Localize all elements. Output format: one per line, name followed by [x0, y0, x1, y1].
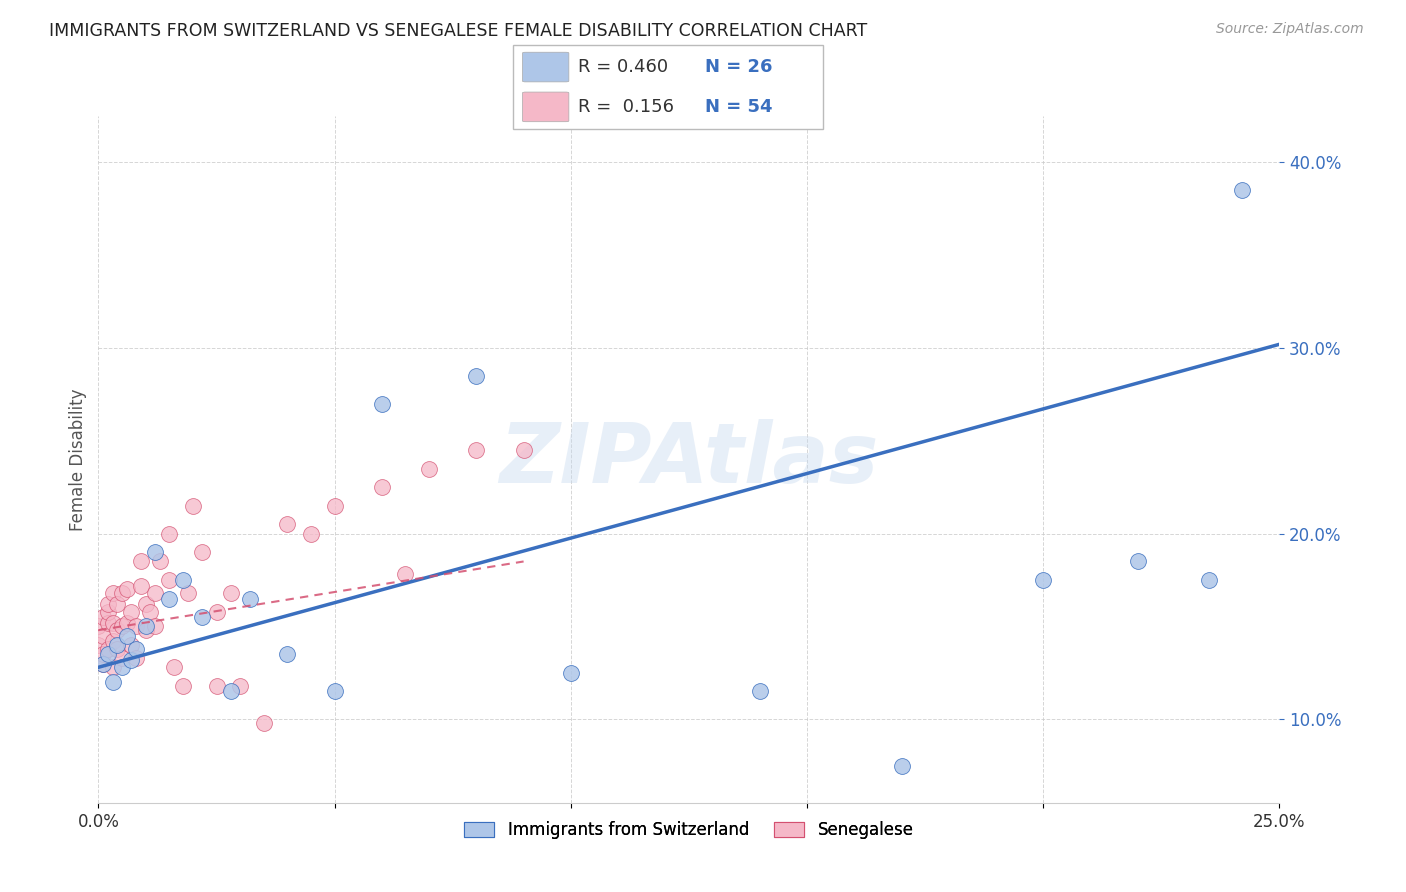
Point — [101, 615, 124, 630]
Point — [143, 586, 166, 600]
Point — [111, 619, 134, 633]
Point — [121, 638, 143, 652]
FancyBboxPatch shape — [523, 92, 569, 121]
Point — [1126, 554, 1149, 568]
Point — [111, 651, 134, 665]
Point — [191, 545, 214, 559]
Point — [890, 758, 912, 772]
Point — [125, 641, 148, 656]
Point — [87, 638, 110, 652]
Point — [560, 665, 582, 680]
Point — [219, 684, 242, 698]
Point — [163, 660, 186, 674]
Point — [229, 679, 252, 693]
Y-axis label: Female Disability: Female Disability — [69, 388, 87, 531]
Point — [205, 605, 228, 619]
Point — [371, 480, 394, 494]
FancyBboxPatch shape — [523, 53, 569, 82]
Point — [101, 660, 124, 674]
Point — [239, 591, 262, 606]
Text: Source: ZipAtlas.com: Source: ZipAtlas.com — [1216, 22, 1364, 37]
Point — [149, 554, 172, 568]
Text: N = 54: N = 54 — [704, 98, 772, 116]
Point — [135, 619, 157, 633]
Point — [111, 660, 134, 674]
Point — [394, 567, 416, 582]
Point — [143, 619, 166, 633]
Point — [157, 591, 180, 606]
Point — [97, 648, 120, 662]
Point — [276, 648, 298, 662]
Point — [91, 610, 114, 624]
Point — [205, 679, 228, 693]
Point — [115, 615, 138, 630]
Point — [115, 582, 138, 597]
Point — [139, 605, 162, 619]
Point — [111, 586, 134, 600]
Legend: Immigrants from Switzerland, Senegalese: Immigrants from Switzerland, Senegalese — [458, 814, 920, 846]
Point — [1032, 573, 1054, 587]
Text: IMMIGRANTS FROM SWITZERLAND VS SENEGALESE FEMALE DISABILITY CORRELATION CHART: IMMIGRANTS FROM SWITZERLAND VS SENEGALES… — [49, 22, 868, 40]
Point — [465, 368, 488, 383]
Point — [105, 597, 128, 611]
Point — [157, 573, 180, 587]
Point — [172, 679, 194, 693]
Point — [219, 586, 242, 600]
FancyBboxPatch shape — [513, 45, 823, 129]
Point — [97, 597, 120, 611]
Point — [1198, 573, 1220, 587]
Point — [177, 586, 200, 600]
Point — [157, 526, 180, 541]
Point — [97, 615, 120, 630]
Text: R =  0.156: R = 0.156 — [578, 98, 673, 116]
Point — [101, 675, 124, 690]
Point — [115, 629, 138, 643]
Point — [91, 629, 114, 643]
Point — [125, 651, 148, 665]
Point — [101, 634, 124, 648]
Point — [91, 657, 114, 671]
Point — [97, 605, 120, 619]
Text: ZIPAtlas: ZIPAtlas — [499, 419, 879, 500]
Point — [121, 605, 143, 619]
Point — [91, 657, 114, 671]
Point — [276, 517, 298, 532]
Point — [129, 579, 152, 593]
Point — [172, 573, 194, 587]
Point — [1230, 183, 1253, 197]
Point — [371, 397, 394, 411]
Text: N = 26: N = 26 — [704, 59, 772, 77]
Point — [121, 653, 143, 667]
Point — [105, 638, 128, 652]
Point — [129, 554, 152, 568]
Point — [105, 623, 128, 637]
Point — [323, 499, 346, 513]
Point — [323, 684, 346, 698]
Point — [91, 648, 114, 662]
Point — [101, 586, 124, 600]
Point — [135, 597, 157, 611]
Point — [512, 443, 534, 458]
Point — [191, 610, 214, 624]
Point — [143, 545, 166, 559]
Point — [97, 641, 120, 656]
Point — [125, 619, 148, 633]
Point — [418, 461, 440, 475]
Point — [748, 684, 770, 698]
Point — [105, 641, 128, 656]
Point — [465, 443, 488, 458]
Point — [87, 619, 110, 633]
Point — [135, 623, 157, 637]
Text: R = 0.460: R = 0.460 — [578, 59, 668, 77]
Point — [253, 716, 276, 731]
Point — [299, 526, 322, 541]
Point — [181, 499, 204, 513]
